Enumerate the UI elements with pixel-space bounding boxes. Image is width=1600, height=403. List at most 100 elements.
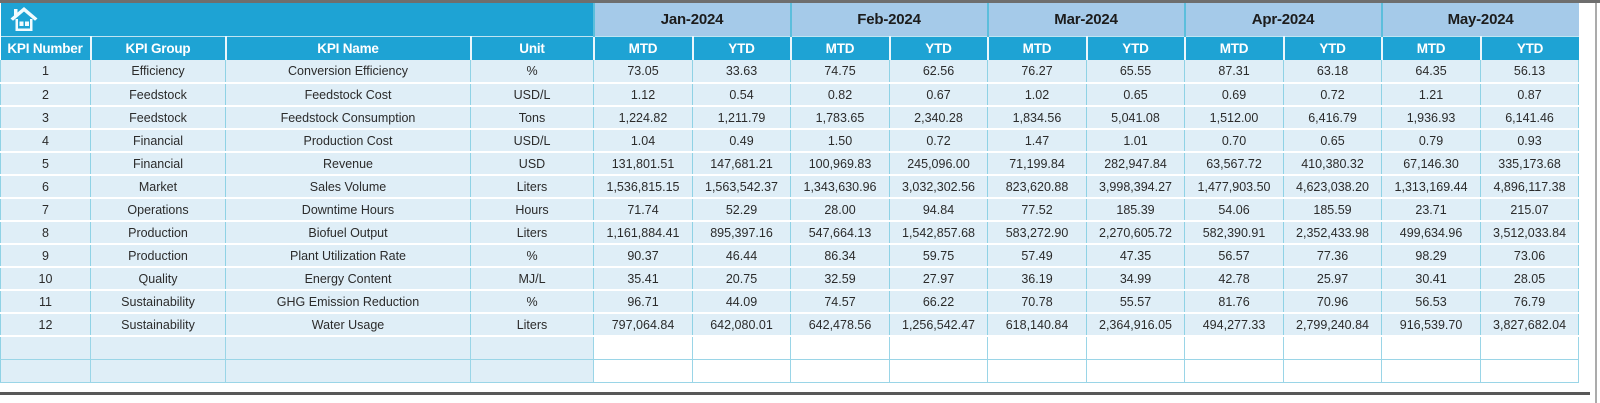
kpi-number-cell[interactable]: 3: [0, 106, 91, 130]
unit-cell[interactable]: Liters: [470, 221, 594, 245]
value-cell[interactable]: 63.18: [1283, 60, 1383, 84]
value-cell[interactable]: 642,478.56: [790, 313, 890, 337]
value-cell[interactable]: 895,397.16: [692, 221, 791, 245]
value-cell[interactable]: 2,364,916.05: [1086, 313, 1186, 337]
value-cell[interactable]: 71.74: [593, 198, 693, 222]
kpi-name-cell[interactable]: Production Cost: [225, 129, 471, 153]
value-cell[interactable]: 63,567.72: [1184, 152, 1285, 176]
value-cell[interactable]: 25.97: [1283, 267, 1383, 291]
col-header-ytd[interactable]: YTD: [1085, 35, 1185, 60]
value-cell[interactable]: 4,623,038.20: [1283, 175, 1383, 199]
kpi-name-cell[interactable]: Feedstock Consumption: [225, 106, 471, 130]
col-header-ytd[interactable]: YTD: [1282, 35, 1382, 60]
value-cell[interactable]: 6,141.46: [1480, 106, 1580, 130]
value-cell[interactable]: 62.56: [889, 60, 988, 84]
empty-cell[interactable]: [1381, 335, 1482, 360]
empty-cell[interactable]: [790, 358, 890, 383]
value-cell[interactable]: 0.70: [1184, 129, 1285, 153]
value-cell[interactable]: 185.59: [1283, 198, 1383, 222]
value-cell[interactable]: 32.59: [790, 267, 890, 291]
kpi-name-cell[interactable]: Energy Content: [225, 267, 471, 291]
kpi-group-cell[interactable]: Feedstock: [90, 106, 226, 130]
unit-cell[interactable]: Hours: [470, 198, 594, 222]
value-cell[interactable]: 0.67: [889, 83, 988, 107]
value-cell[interactable]: 54.06: [1184, 198, 1285, 222]
month-header-jan[interactable]: Jan-2024: [592, 3, 791, 36]
value-cell[interactable]: 2,799,240.84: [1283, 313, 1383, 337]
col-header-ytd[interactable]: YTD: [1479, 35, 1579, 60]
value-cell[interactable]: 0.65: [1086, 83, 1186, 107]
value-cell[interactable]: 5,041.08: [1086, 106, 1186, 130]
value-cell[interactable]: 34.99: [1086, 267, 1186, 291]
value-cell[interactable]: 582,390.91: [1184, 221, 1285, 245]
value-cell[interactable]: 28.05: [1480, 267, 1580, 291]
unit-cell[interactable]: %: [470, 60, 594, 84]
unit-cell[interactable]: USD/L: [470, 129, 594, 153]
value-cell[interactable]: 90.37: [593, 244, 693, 268]
value-cell[interactable]: 1.02: [987, 83, 1087, 107]
kpi-group-cell[interactable]: Sustainability: [90, 313, 226, 337]
value-cell[interactable]: 0.65: [1283, 129, 1383, 153]
empty-cell[interactable]: [593, 335, 693, 360]
value-cell[interactable]: 916,539.70: [1381, 313, 1482, 337]
value-cell[interactable]: 42.78: [1184, 267, 1285, 291]
empty-cell[interactable]: [889, 335, 988, 360]
kpi-group-cell[interactable]: Financial: [90, 152, 226, 176]
value-cell[interactable]: 0.79: [1381, 129, 1482, 153]
value-cell[interactable]: 65.55: [1086, 60, 1186, 84]
value-cell[interactable]: 27.97: [889, 267, 988, 291]
value-cell[interactable]: 3,827,682.04: [1480, 313, 1580, 337]
home-icon[interactable]: [9, 5, 39, 33]
empty-cell[interactable]: [470, 335, 594, 360]
col-header-mtd[interactable]: MTD: [789, 35, 890, 60]
value-cell[interactable]: 0.87: [1480, 83, 1580, 107]
kpi-number-cell[interactable]: 6: [0, 175, 91, 199]
value-cell[interactable]: 1.01: [1086, 129, 1186, 153]
value-cell[interactable]: 0.54: [692, 83, 791, 107]
value-cell[interactable]: 56.53: [1381, 290, 1482, 314]
col-header-mtd[interactable]: MTD: [1183, 35, 1284, 60]
value-cell[interactable]: 66.22: [889, 290, 988, 314]
empty-cell[interactable]: [90, 358, 226, 383]
empty-cell[interactable]: [90, 335, 226, 360]
value-cell[interactable]: 1.21: [1381, 83, 1482, 107]
value-cell[interactable]: 583,272.90: [987, 221, 1087, 245]
col-header-kpi-name[interactable]: KPI Name: [224, 35, 471, 60]
value-cell[interactable]: 410,380.32: [1283, 152, 1383, 176]
empty-cell[interactable]: [0, 335, 91, 360]
home-cell[interactable]: [0, 3, 594, 36]
kpi-number-cell[interactable]: 10: [0, 267, 91, 291]
empty-cell[interactable]: [225, 358, 471, 383]
value-cell[interactable]: 71,199.84: [987, 152, 1087, 176]
value-cell[interactable]: 2,340.28: [889, 106, 988, 130]
value-cell[interactable]: 185.39: [1086, 198, 1186, 222]
value-cell[interactable]: 1,313,169.44: [1381, 175, 1482, 199]
value-cell[interactable]: 1,783.65: [790, 106, 890, 130]
value-cell[interactable]: 215.07: [1480, 198, 1580, 222]
value-cell[interactable]: 57.49: [987, 244, 1087, 268]
kpi-group-cell[interactable]: Sustainability: [90, 290, 226, 314]
value-cell[interactable]: 1,834.56: [987, 106, 1087, 130]
value-cell[interactable]: 20.75: [692, 267, 791, 291]
empty-cell[interactable]: [1085, 335, 1186, 360]
month-header-feb[interactable]: Feb-2024: [789, 3, 988, 36]
kpi-number-cell[interactable]: 1: [0, 60, 91, 84]
value-cell[interactable]: 52.29: [692, 198, 791, 222]
value-cell[interactable]: 67,146.30: [1381, 152, 1482, 176]
kpi-name-cell[interactable]: Water Usage: [225, 313, 471, 337]
value-cell[interactable]: 1,563,542.37: [692, 175, 791, 199]
value-cell[interactable]: 0.72: [1283, 83, 1383, 107]
empty-cell[interactable]: [692, 335, 791, 360]
col-header-ytd[interactable]: YTD: [691, 35, 791, 60]
kpi-number-cell[interactable]: 8: [0, 221, 91, 245]
unit-cell[interactable]: MJ/L: [470, 267, 594, 291]
value-cell[interactable]: 6,416.79: [1283, 106, 1383, 130]
value-cell[interactable]: 77.52: [987, 198, 1087, 222]
kpi-name-cell[interactable]: Revenue: [225, 152, 471, 176]
value-cell[interactable]: 1,936.93: [1381, 106, 1482, 130]
value-cell[interactable]: 76.27: [987, 60, 1087, 84]
value-cell[interactable]: 547,664.13: [790, 221, 890, 245]
value-cell[interactable]: 73.05: [593, 60, 693, 84]
kpi-number-cell[interactable]: 5: [0, 152, 91, 176]
month-header-mar[interactable]: Mar-2024: [986, 3, 1185, 36]
